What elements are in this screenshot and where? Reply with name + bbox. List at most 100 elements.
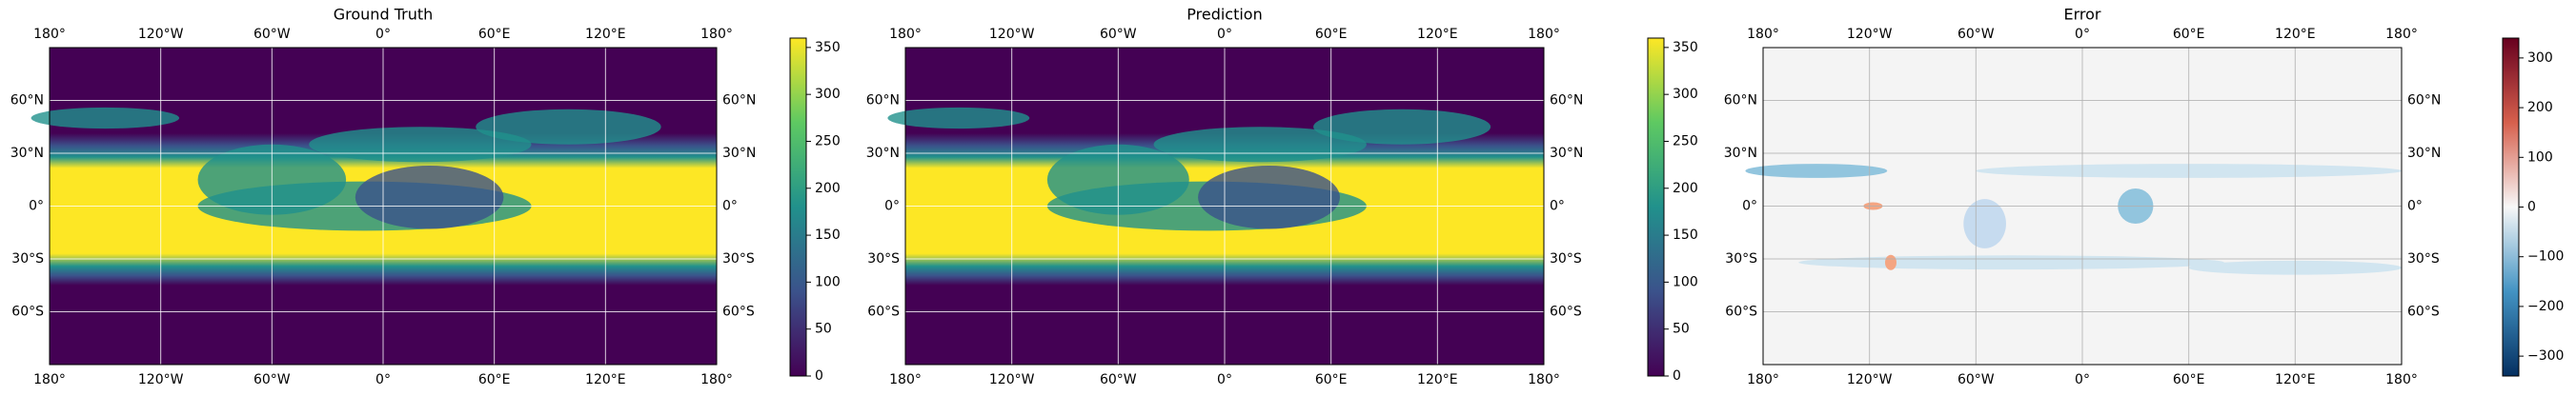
x-tick-label: 120°E	[585, 27, 626, 42]
field-patch	[1963, 199, 2006, 248]
colorbar-tick-label: 200	[815, 181, 841, 196]
y-tick-label: 30°N	[1550, 146, 1583, 161]
colorbar-tick-label: 100	[1673, 274, 1698, 289]
y-tick-label: 30°N	[2407, 146, 2441, 161]
x-tick-label: 60°W	[254, 372, 291, 387]
x-tick-label: 0°	[1217, 27, 1232, 42]
y-tick-label: 30°S	[1725, 251, 1757, 267]
colorbar-tick-label: 100	[2527, 149, 2553, 165]
x-tick-label: 180°	[889, 372, 922, 387]
field-patch	[1198, 165, 1340, 229]
colorbar-tick-label: 250	[1673, 133, 1698, 148]
colorbar-tick-label: −100	[2527, 249, 2564, 265]
y-tick-label: 30°S	[2407, 251, 2440, 267]
x-tick-label: 0°	[2075, 372, 2090, 387]
x-tick-label: 60°E	[2173, 372, 2205, 387]
y-tick-label: 30°N	[10, 146, 44, 161]
y-tick-label: 60°N	[1550, 93, 1583, 109]
field-patch	[1885, 254, 1897, 270]
x-tick-label: 180°	[33, 27, 66, 42]
x-tick-label: 180°	[1747, 27, 1779, 42]
panel-title: Error	[2064, 6, 2101, 24]
y-tick-label: 0°	[2407, 199, 2423, 214]
y-tick-label: 30°N	[722, 146, 756, 161]
field-patch	[887, 107, 1030, 129]
y-tick-label: 0°	[29, 199, 44, 214]
y-tick-label: 60°N	[2407, 93, 2441, 109]
x-tick-label: 60°E	[478, 27, 511, 42]
colorbar-tick-label: 150	[815, 228, 841, 243]
x-tick-label: 180°	[889, 27, 922, 42]
colorbar-tick-label: 300	[2527, 50, 2553, 66]
y-tick-label: 60°N	[1724, 93, 1757, 109]
x-tick-label: 120°W	[1847, 27, 1893, 42]
x-tick-label: 180°	[2385, 27, 2418, 42]
x-tick-label: 120°W	[1847, 372, 1893, 387]
y-tick-label: 30°N	[866, 146, 900, 161]
y-tick-label: 0°	[1550, 199, 1565, 214]
x-tick-label: 0°	[1217, 372, 1232, 387]
x-tick-label: 120°E	[2275, 372, 2316, 387]
x-tick-label: 120°W	[989, 27, 1035, 42]
y-tick-label: 60°S	[1550, 305, 1582, 320]
x-tick-label: 180°	[1528, 372, 1560, 387]
x-tick-label: 120°E	[2275, 27, 2316, 42]
y-tick-label: 60°S	[867, 305, 900, 320]
x-tick-label: 180°	[33, 372, 66, 387]
y-tick-label: 60°N	[722, 93, 756, 109]
x-tick-label: 180°	[700, 372, 733, 387]
x-tick-label: 60°E	[1315, 27, 1348, 42]
map-frame	[904, 47, 1545, 366]
x-tick-label: 120°E	[1417, 27, 1458, 42]
map-frame	[49, 47, 718, 366]
y-tick-label: 30°N	[1724, 146, 1757, 161]
colorbar-tick-label: 350	[815, 40, 841, 55]
x-tick-label: 60°W	[254, 27, 291, 42]
colorbar-tick-label: 300	[1673, 87, 1698, 102]
x-tick-label: 60°E	[478, 372, 511, 387]
x-tick-label: 0°	[375, 27, 391, 42]
x-tick-label: 60°E	[2173, 27, 2205, 42]
panel-title: Prediction	[1187, 6, 1262, 24]
map-frame	[1762, 47, 2403, 366]
colorbar-tick-label: 50	[815, 322, 832, 337]
colorbar-tick-label: 150	[1673, 228, 1698, 243]
x-tick-label: 60°E	[1315, 372, 1348, 387]
x-tick-label: 60°W	[1957, 27, 1995, 42]
colorbar-tick-label: 300	[815, 87, 841, 102]
y-tick-label: 0°	[1742, 199, 1757, 214]
colorbar-tick-label: 350	[1673, 40, 1698, 55]
y-tick-label: 0°	[884, 199, 900, 214]
colorbar-tick-label: 100	[815, 274, 841, 289]
y-tick-label: 60°N	[866, 93, 900, 109]
colorbar-tick-label: 50	[1673, 322, 1690, 337]
colorbar-tick-label: 200	[1673, 181, 1698, 196]
y-tick-label: 60°S	[722, 305, 755, 320]
colorbar-tick-label: 250	[815, 133, 841, 148]
panel-title: Ground Truth	[334, 6, 434, 24]
x-tick-label: 120°W	[138, 372, 184, 387]
y-tick-label: 30°S	[722, 251, 755, 267]
x-tick-label: 180°	[1528, 27, 1560, 42]
y-tick-label: 30°S	[867, 251, 900, 267]
x-tick-label: 60°W	[1100, 27, 1137, 42]
x-tick-label: 120°E	[585, 372, 626, 387]
y-tick-label: 30°S	[1550, 251, 1582, 267]
colorbar-tick-label: 0	[815, 368, 823, 384]
x-tick-label: 60°W	[1957, 372, 1995, 387]
x-tick-label: 120°E	[1417, 372, 1458, 387]
y-tick-label: 60°S	[11, 305, 44, 320]
colorbar	[1647, 37, 1665, 377]
x-tick-label: 120°W	[138, 27, 184, 42]
x-tick-label: 180°	[2385, 372, 2418, 387]
field-patch	[1745, 164, 1888, 178]
field-patch	[476, 109, 661, 145]
field-patch	[30, 107, 180, 129]
colorbar-tick-label: 0	[2527, 200, 2536, 215]
colorbar-tick-label: 200	[2527, 100, 2553, 115]
colorbar-tick-label: −300	[2527, 348, 2564, 364]
y-tick-label: 60°N	[10, 93, 44, 109]
x-tick-label: 120°W	[989, 372, 1035, 387]
x-tick-label: 60°W	[1100, 372, 1137, 387]
